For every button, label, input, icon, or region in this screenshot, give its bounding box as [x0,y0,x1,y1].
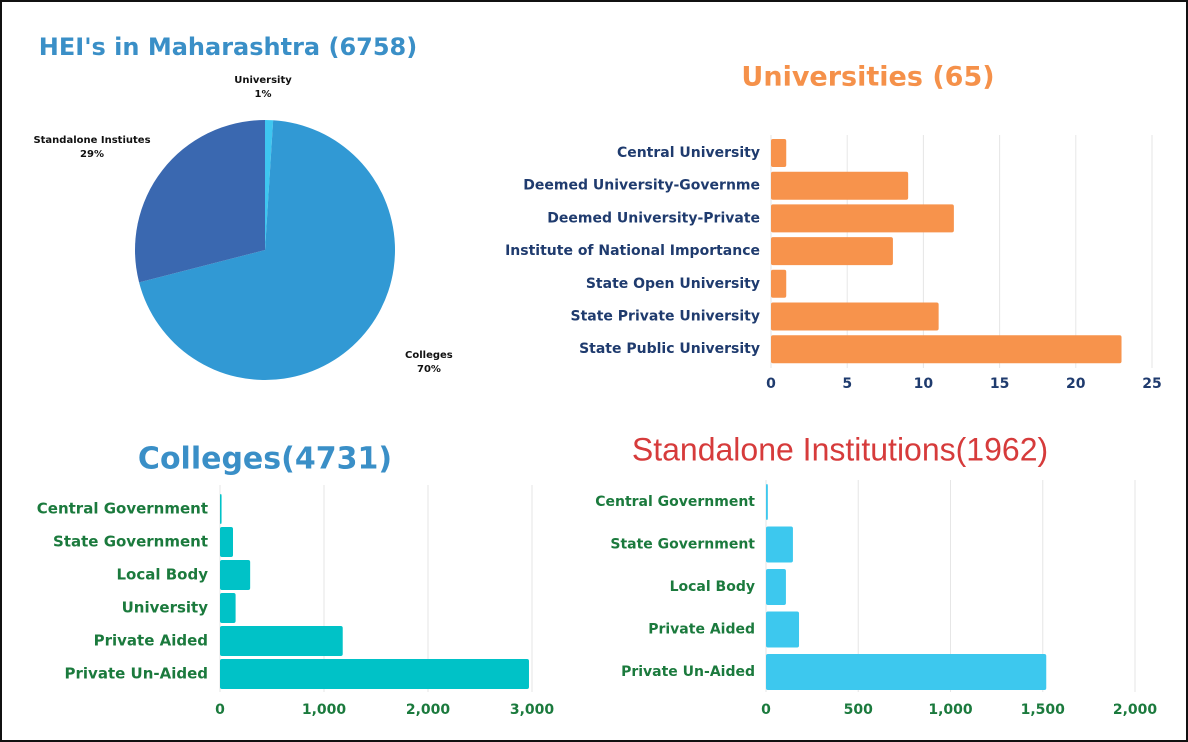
y-tick-label: Deemed University-Governme [523,178,760,194]
bar [220,494,222,524]
x-tick-label: 15 [990,376,1009,392]
bar [771,204,954,233]
bar [766,526,793,563]
y-tick-label: Private Un-Aided [65,665,208,683]
chart-title: Standalone Institutions(1962) [632,431,1048,467]
bar [771,171,909,200]
y-tick-label: Private Aided [94,632,208,650]
bar [771,269,787,298]
y-tick-label: Central University [617,145,760,161]
x-tick-label: 25 [1142,376,1161,392]
x-tick-label: 3,000 [510,702,555,718]
x-tick-label: 2,000 [1113,702,1158,718]
x-tick-label: 0 [766,376,776,392]
y-tick-label: State Public University [579,341,760,357]
y-tick-label: Central Government [37,500,208,518]
y-tick-label: Private Un-Aided [621,664,755,680]
pie-slice [265,120,274,250]
y-tick-label: State Government [610,537,755,553]
bar [220,593,236,623]
y-tick-label: University [122,599,209,617]
x-tick-label: 10 [914,376,934,392]
bar [771,237,893,266]
bar [220,659,529,689]
y-tick-label: Local Body [117,566,209,584]
pie-slice [139,120,395,381]
chart-title: Colleges(4731) [138,442,392,477]
x-tick-label: 20 [1066,376,1086,392]
x-tick-label: 1,000 [302,702,347,718]
y-tick-label: State Private University [571,309,761,325]
x-tick-label: 1,500 [1021,702,1066,718]
chart-title: Universities (65) [741,62,994,93]
bar [220,527,233,557]
y-tick-label: Private Aided [648,622,755,638]
pie-slice [134,120,265,283]
y-tick-label: State Government [53,533,208,551]
y-tick-label: Local Body [670,579,755,595]
x-tick-label: 500 [844,702,873,718]
slice-value: 1% [255,89,272,100]
bar [771,335,1122,364]
bar [220,560,251,590]
slice-value: 70% [417,364,441,375]
bar [771,302,939,331]
y-tick-label: Deemed University-Private [547,210,760,226]
x-tick-label: 1,000 [928,702,973,718]
x-tick-label: 5 [842,376,852,392]
bar [766,484,768,520]
y-tick-label: Central Government [595,494,755,510]
bar [220,626,343,656]
bar [766,569,786,605]
slice-label: University [234,75,292,86]
chart-title: HEI's in Maharashtra (6758) [39,33,417,61]
y-tick-label: Institute of National Importance [505,243,760,259]
bar [766,611,800,648]
y-tick-label: State Open University [586,276,760,292]
x-tick-label: 2,000 [406,702,451,718]
x-tick-label: 0 [215,702,225,718]
x-tick-label: 0 [761,702,771,718]
bar [771,139,787,167]
slice-label: Colleges [405,350,453,361]
slice-label: Standalone Instiutes [33,135,150,146]
slice-value: 29% [80,149,104,160]
bar [766,654,1047,690]
